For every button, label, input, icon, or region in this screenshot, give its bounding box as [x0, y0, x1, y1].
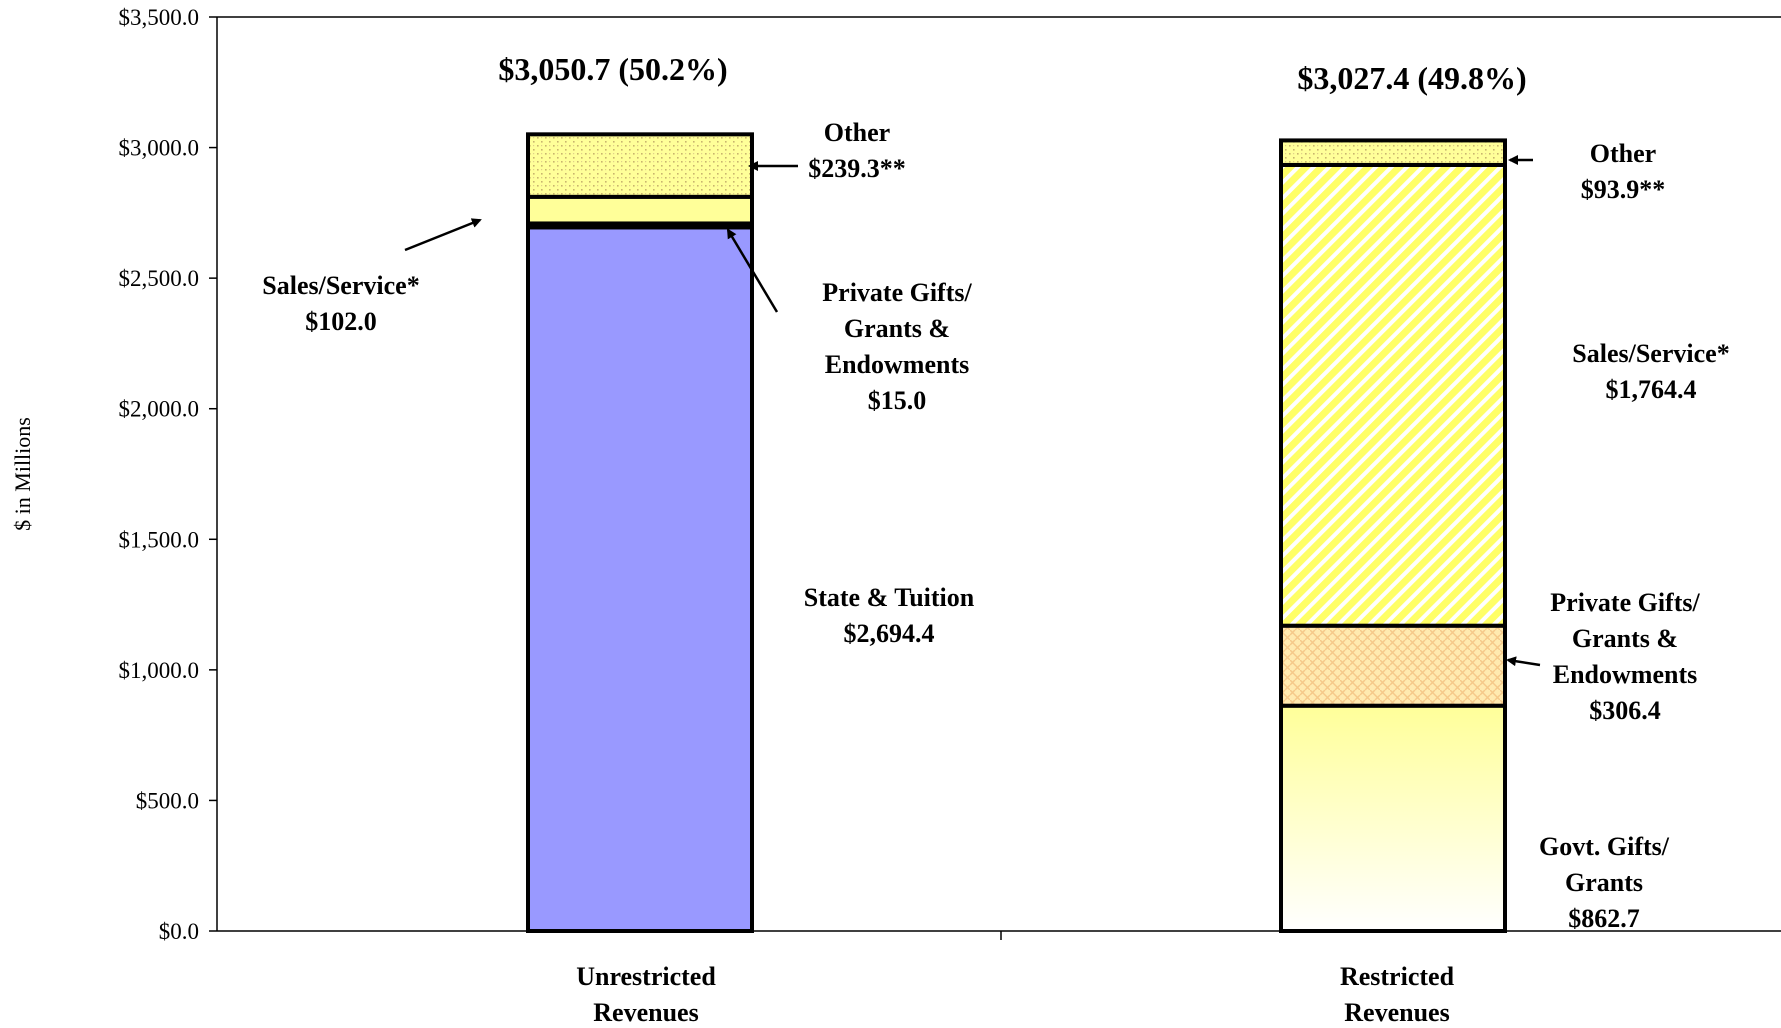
y-tick-label: $2,000.0 — [119, 397, 200, 422]
segment-label: Sales/Service* $1,764.4 — [1572, 339, 1729, 404]
bar-segment — [1279, 703, 1507, 933]
x-category-label: Revenues — [1344, 998, 1449, 1027]
x-category-label: Revenues — [593, 998, 698, 1027]
segment-label-line: Grants & — [844, 314, 950, 343]
segment-label: State & Tuition $2,694.4 — [804, 583, 975, 648]
bar-segment — [526, 194, 754, 226]
arrow-private-unrestricted — [726, 228, 779, 313]
y-tick-label: $0.0 — [159, 919, 199, 944]
segment-label-line: Private Gifts/ — [1550, 588, 1700, 617]
segment-label-line: $239.3** — [808, 154, 906, 183]
arrow-private-restricted — [1506, 656, 1541, 667]
segment-label-line: Grants — [1565, 868, 1643, 897]
segment-label: Other $239.3** — [808, 118, 906, 183]
x-category-label: Restricted — [1340, 962, 1455, 991]
segment-label-line: $93.9** — [1581, 175, 1666, 204]
y-tick-label: $1,500.0 — [119, 527, 200, 552]
segment-label-line: Govt. Gifts/ — [1539, 832, 1670, 861]
segment-label: Other $93.9** — [1581, 139, 1666, 204]
bar-segment — [526, 225, 754, 933]
bars — [526, 132, 1507, 933]
bar-segment — [526, 132, 754, 199]
segment-label-line: Grants & — [1572, 624, 1678, 653]
bar-segment — [1279, 623, 1507, 708]
segment-label-line: Endowments — [1553, 660, 1697, 689]
y-tick-label: $3,500.0 — [119, 5, 200, 30]
segment-labels: State & Tuition $2,694.4 Private Gifts/Gra… — [262, 118, 1729, 933]
segment-label-line: $862.7 — [1568, 904, 1640, 933]
segment-label: Private Gifts/Grants & Endowments $15.0 — [822, 278, 972, 415]
segment-label-line: Private Gifts/ — [822, 278, 972, 307]
segment-label-line: Sales/Service* — [262, 271, 419, 300]
y-axis-label: $ in Millions — [10, 417, 35, 531]
segment-label-line: $306.4 — [1589, 696, 1661, 725]
segment-label-line: Other — [1590, 139, 1656, 168]
segment-label-line: $1,764.4 — [1606, 375, 1697, 404]
segment-label-line: State & Tuition — [804, 583, 975, 612]
segment-label-line: Endowments — [825, 350, 969, 379]
segment-label-line: $2,694.4 — [844, 619, 935, 648]
segment-label: Private Gifts/Grants & Endowments $306.4 — [1550, 588, 1700, 725]
category-labels: Unrestricted Revenues Restricted Revenues — [576, 962, 1454, 1027]
y-ticks: $0.0 $500.0 $1,000.0 $1,500.0 $2,000.0 $2,500… — [119, 5, 217, 944]
segment-label: Govt. Gifts/Grants $862.7 — [1539, 832, 1670, 933]
bar-segment — [1279, 138, 1507, 167]
y-tick-label: $500.0 — [136, 788, 199, 813]
segment-label-line: $102.0 — [305, 307, 377, 336]
total-labels: $3,050.7 (50.2%) $3,027.4 (49.8%) — [498, 51, 1526, 96]
segment-label: Sales/Service* $102.0 — [262, 271, 419, 336]
bar-total-label: $3,027.4 (49.8%) — [1297, 60, 1526, 96]
segment-label-line: $15.0 — [868, 386, 927, 415]
bar-total-label: $3,050.7 (50.2%) — [498, 51, 727, 87]
segment-label-line: Other — [824, 118, 890, 147]
y-tick-label: $3,000.0 — [119, 136, 200, 161]
bar-segment — [1279, 162, 1507, 628]
segment-label-line: Sales/Service* — [1572, 339, 1729, 368]
x-category-label: Unrestricted — [576, 962, 716, 991]
y-tick-label: $2,500.0 — [119, 266, 200, 291]
arrow-sales-unrestricted — [404, 218, 482, 252]
y-tick-label: $1,000.0 — [119, 658, 200, 683]
annotation-arrows — [404, 155, 1541, 667]
